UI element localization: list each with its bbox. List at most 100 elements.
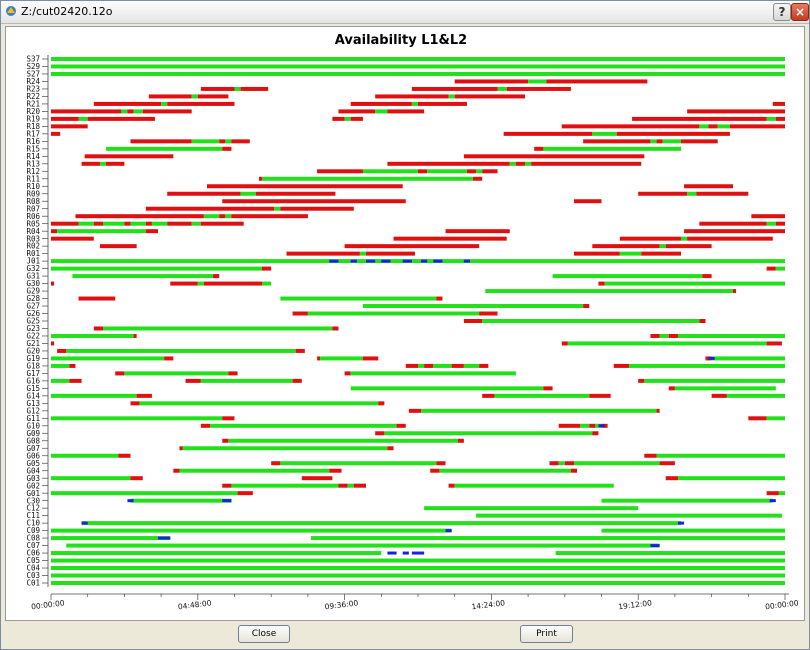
availability-segment	[564, 461, 574, 466]
close-button[interactable]: Close	[238, 625, 290, 643]
availability-segment	[656, 408, 660, 413]
availability-segment	[286, 251, 360, 256]
availability-segment	[677, 333, 785, 338]
availability-segment	[124, 371, 229, 376]
availability-segment	[650, 333, 660, 338]
availability-segment	[231, 214, 308, 219]
row-label: G10	[26, 421, 40, 430]
availability-segment	[170, 281, 198, 286]
availability-segment	[51, 229, 58, 234]
availability-segment	[387, 161, 510, 166]
availability-segment	[482, 393, 495, 398]
availability-segment	[699, 221, 767, 226]
availability-segment	[766, 341, 782, 346]
availability-segment	[629, 363, 785, 368]
row-label: G11	[26, 414, 40, 423]
availability-segment	[51, 109, 122, 114]
availability-segment	[454, 483, 614, 488]
availability-segment	[433, 363, 452, 368]
availability-segment	[167, 191, 241, 196]
availability-segment	[448, 94, 455, 99]
flag-segment	[650, 544, 660, 548]
availability-segment	[350, 371, 516, 376]
availability-segment	[699, 319, 706, 323]
availability-segment	[515, 161, 526, 166]
availability-segment	[766, 416, 785, 421]
availability-segment	[127, 109, 134, 114]
availability-segment	[51, 236, 94, 241]
availability-segment	[778, 491, 785, 496]
availability-segment	[182, 446, 388, 451]
availability-segment	[717, 124, 730, 129]
availability-segment	[66, 348, 296, 353]
availability-segment	[179, 446, 183, 451]
availability-segment	[84, 154, 174, 159]
availability-segment	[601, 423, 608, 428]
flag-segment	[769, 499, 776, 503]
row-label: G31	[26, 272, 40, 281]
availability-segment	[674, 386, 776, 391]
availability-segment	[427, 169, 467, 174]
availability-segment	[662, 139, 682, 144]
availability-segment	[350, 386, 544, 391]
flag-segment	[598, 424, 605, 428]
availability-segment	[102, 326, 333, 331]
row-label: R20	[26, 107, 40, 116]
availability-segment	[78, 116, 88, 121]
row-label: C01	[26, 579, 40, 588]
availability-segment	[228, 438, 458, 443]
availability-segment	[197, 94, 229, 99]
availability-segment	[317, 169, 363, 174]
availability-segment	[51, 266, 263, 271]
availability-segment	[479, 311, 498, 316]
availability-segment	[362, 304, 584, 309]
availability-segment	[681, 139, 718, 144]
availability-segment	[344, 116, 351, 121]
row-label: G13	[26, 399, 40, 408]
availability-segment	[479, 363, 489, 368]
availability-segment	[543, 386, 553, 391]
availability-segment	[200, 221, 244, 226]
availability-segment	[145, 221, 152, 226]
title-bar[interactable]: Z:/cut02420.12o ? ×	[1, 1, 809, 24]
availability-segment	[573, 461, 660, 466]
row-label: S37	[26, 55, 40, 64]
row-label: R10	[26, 182, 40, 191]
availability-segment	[561, 341, 568, 346]
availability-segment	[561, 124, 700, 129]
flag-segment	[677, 521, 685, 525]
row-label: G23	[26, 324, 40, 333]
availability-segment	[142, 109, 192, 114]
availability-segment	[99, 244, 137, 249]
availability-segment	[638, 191, 688, 196]
print-button[interactable]: Print	[520, 625, 573, 643]
availability-segment	[466, 169, 477, 174]
row-label: R05	[26, 219, 40, 228]
availability-segment	[592, 131, 617, 136]
availability-segment	[656, 453, 785, 458]
availability-segment	[145, 229, 159, 234]
flag-segment	[445, 529, 452, 533]
availability-segment	[766, 266, 776, 271]
availability-segment	[240, 86, 269, 91]
availability-segment	[641, 251, 682, 256]
window-close-button[interactable]: ×	[791, 3, 809, 21]
availability-segment	[203, 281, 263, 286]
availability-segment	[497, 86, 507, 91]
availability-segment	[344, 371, 351, 376]
chart-title: Availability L1&L2	[334, 33, 468, 48]
availability-segment	[598, 281, 605, 286]
row-label: G29	[26, 287, 40, 296]
availability-segment	[393, 236, 507, 241]
availability-segment	[203, 214, 220, 219]
availability-segment	[451, 363, 464, 368]
row-label: C12	[26, 504, 40, 513]
availability-segment	[210, 423, 397, 428]
availability-segment	[378, 401, 385, 406]
availability-segment	[219, 214, 226, 219]
availability-segment	[708, 124, 718, 129]
availability-segment	[231, 483, 339, 488]
x-tick-label: 00:00:00	[765, 598, 800, 611]
availability-segment	[766, 221, 776, 226]
help-button[interactable]: ?	[773, 3, 791, 21]
